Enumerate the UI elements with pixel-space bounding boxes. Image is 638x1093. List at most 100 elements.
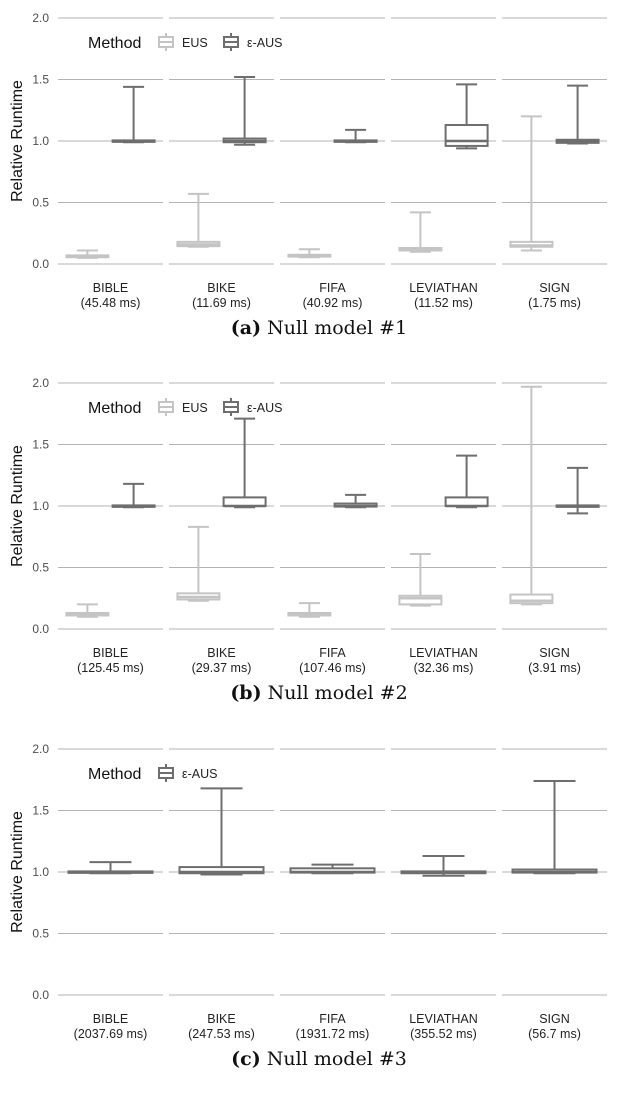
y-tick-label: 1.0 (32, 865, 49, 879)
y-axis-title: Relative Runtime (9, 445, 26, 567)
caption-text-b: Null model #2 (267, 682, 408, 704)
box-ε-AUS-BIKE (222, 76, 267, 146)
box-ε-AUS-LEVIATHAN (400, 855, 487, 877)
x-category-time: (1931.72 ms) (296, 1027, 370, 1041)
x-category-time: (11.52 ms) (414, 296, 473, 310)
x-category-time: (1.75 ms) (528, 296, 581, 310)
box-ε-AUS-BIKE (222, 417, 267, 509)
x-category-label: BIBLE (93, 281, 128, 295)
legend-title: Method (88, 400, 141, 417)
caption-text-c: Null model #3 (266, 1048, 407, 1070)
y-tick-label: 2.0 (32, 11, 49, 25)
legend-key-ε-AUS (223, 398, 239, 416)
boxplot-chart-a: Relative Runtime 0.0 0.5 1.0 1.5 2.0 BIBLE(45.… (9, 11, 607, 310)
caption-label-c: (c) (231, 1048, 261, 1070)
x-category-time: (40.92 ms) (303, 296, 363, 310)
y-tick-label: 1.0 (32, 134, 49, 148)
chart-panel-a: Relative Runtime 0.0 0.5 1.0 1.5 2.0 BIBLE (45.… (0, 0, 638, 339)
box-EUS-FIFA (287, 248, 332, 259)
y-tick-label: 1.5 (32, 438, 49, 452)
x-category-label: BIBLE (93, 646, 128, 660)
caption-b: (b) Null model #2 (0, 682, 638, 704)
x-category-time: (247.53 ms) (188, 1027, 255, 1041)
box-EUS-BIKE (176, 192, 221, 248)
x-category-label: FIFA (319, 646, 346, 660)
x-category-time: (32.36 ms) (414, 661, 474, 675)
x-category-time: (2037.69 ms) (74, 1027, 148, 1041)
x-category-time: (29.37 ms) (192, 661, 252, 675)
box-body (444, 124, 489, 147)
x-category-label: SIGN (539, 1012, 570, 1026)
caption-label-a: (a) (230, 317, 262, 339)
x-category-label: BIKE (207, 646, 236, 660)
box-ε-AUS-BIKE (178, 787, 265, 876)
x-category-label: SIGN (539, 281, 570, 295)
x-category-time: (56.7 ms) (528, 1027, 581, 1041)
chart-panel-c: Relative Runtime 0.0 0.5 1.0 1.5 2.0 BIBLE (203… (0, 731, 638, 1070)
box-EUS-SIGN (509, 385, 554, 606)
x-category-time: (45.48 ms) (81, 296, 141, 310)
box-body (444, 496, 489, 507)
box-ε-AUS-BIBLE (67, 861, 154, 875)
legend-title: Method (88, 35, 141, 52)
box-EUS-FIFA (287, 602, 332, 618)
box-body (222, 496, 267, 507)
y-axis-title: Relative Runtime (9, 811, 26, 933)
box-ε-AUS-FIFA (289, 863, 376, 875)
box-ε-AUS-BIBLE (111, 85, 156, 144)
box-EUS-SIGN (509, 115, 554, 252)
y-tick-label: 0.0 (32, 622, 49, 636)
y-tick-label: 0.0 (32, 988, 49, 1002)
y-tick-label: 0.0 (32, 257, 49, 271)
legend-key-EUS (158, 33, 174, 51)
boxplot-chart-c: Relative Runtime 0.0 0.5 1.0 1.5 2.0 BIBLE(203… (9, 742, 607, 1041)
box-EUS-LEVIATHAN (398, 211, 443, 253)
y-tick-label: 1.0 (32, 499, 49, 513)
box-ε-AUS-FIFA (333, 128, 378, 144)
box-ε-AUS-LEVIATHAN (444, 83, 489, 150)
y-tick-label: 2.0 (32, 376, 49, 390)
x-category-label: FIFA (319, 1012, 346, 1026)
boxplot-chart-b: Relative Runtime 0.0 0.5 1.0 1.5 2.0 BIBLE(125… (9, 376, 607, 675)
box-ε-AUS-BIBLE (111, 482, 156, 509)
legend-label: ε-AUS (182, 767, 217, 781)
caption-label-b: (b) (230, 682, 262, 704)
legend-title: Method (88, 766, 141, 783)
legend-label: EUS (182, 401, 208, 415)
legend-label: EUS (182, 36, 208, 50)
legend-key-EUS (158, 398, 174, 416)
y-tick-label: 0.5 (32, 927, 49, 941)
x-category-label: LEVIATHAN (409, 281, 478, 295)
x-category-label: BIKE (207, 281, 236, 295)
legend-label: ε-AUS (247, 36, 282, 50)
box-EUS-BIBLE (65, 249, 110, 259)
box-EUS-LEVIATHAN (398, 552, 443, 607)
box-ε-AUS-SIGN (555, 84, 600, 145)
legend-key-ε-AUS (223, 33, 239, 51)
x-category-time: (11.69 ms) (192, 296, 251, 310)
legend-key-ε-AUS (158, 764, 174, 782)
y-tick-label: 0.5 (32, 196, 49, 210)
box-ε-AUS-LEVIATHAN (444, 454, 489, 509)
x-category-time: (355.52 ms) (410, 1027, 477, 1041)
x-category-label: BIKE (207, 1012, 236, 1026)
y-tick-label: 1.5 (32, 804, 49, 818)
box-body (398, 594, 443, 606)
y-tick-label: 2.0 (32, 742, 49, 756)
x-category-label: FIFA (319, 281, 346, 295)
box-EUS-BIBLE (65, 603, 110, 618)
x-category-label: BIBLE (93, 1012, 128, 1026)
x-category-label: SIGN (539, 646, 570, 660)
box-body (509, 593, 554, 605)
box-ε-AUS-SIGN (555, 466, 600, 515)
caption-text-a: Null model #1 (267, 317, 408, 339)
x-category-label: LEVIATHAN (409, 1012, 478, 1026)
chart-panel-b: Relative Runtime 0.0 0.5 1.0 1.5 2.0 BIBLE (125… (0, 365, 638, 704)
x-category-time: (3.91 ms) (528, 661, 581, 675)
caption-a: (a) Null model #1 (0, 317, 638, 339)
x-category-time: (107.46 ms) (299, 661, 366, 675)
x-category-time: (125.45 ms) (77, 661, 144, 675)
box-ε-AUS-SIGN (511, 779, 598, 875)
box-EUS-BIKE (176, 525, 221, 602)
x-category-label: LEVIATHAN (409, 646, 478, 660)
